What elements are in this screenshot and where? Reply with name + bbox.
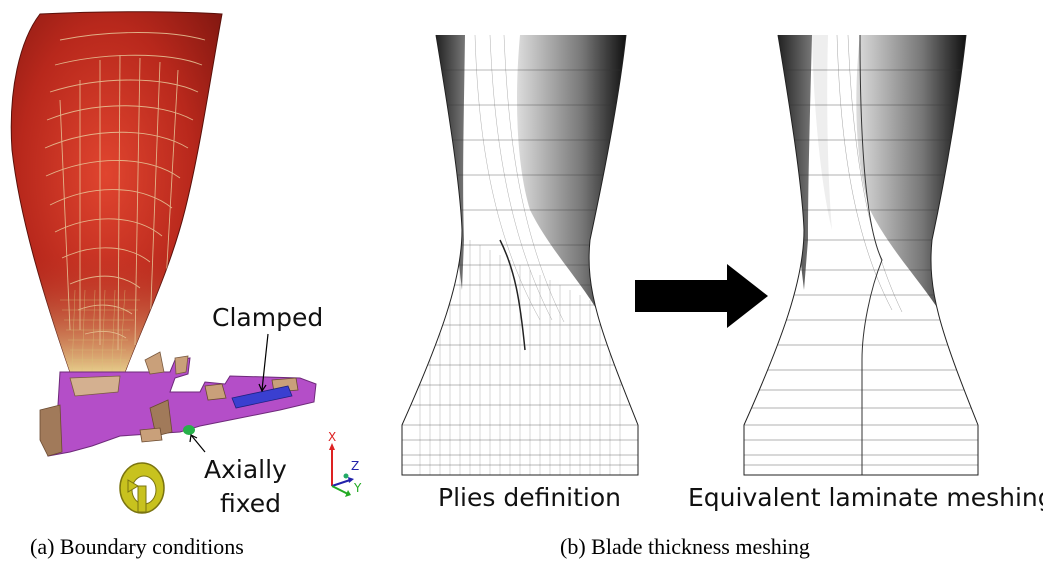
blade-airfoil <box>10 11 223 373</box>
equivalent-laminate-mesh <box>743 34 979 476</box>
axially-fixed-surface <box>183 425 195 435</box>
clamped-leader <box>261 333 269 391</box>
axis-x-label: X <box>328 430 336 444</box>
caption-a: (a) Boundary conditions <box>30 534 244 559</box>
blade-boundary-conditions-figure: X Z Y <box>10 11 362 514</box>
caption-b: (b) Blade thickness meshing <box>560 534 810 559</box>
equivalent-laminate-label: Equivalent laminate meshing <box>688 483 1043 512</box>
coordinate-triad-icon: X Z Y <box>328 430 362 497</box>
plies-definition-label: Plies definition <box>438 483 621 512</box>
fixed-label: fixed <box>220 489 282 518</box>
right-arrow-icon <box>635 264 768 328</box>
clamped-label: Clamped <box>212 303 324 332</box>
axis-y-label: Y <box>353 481 362 495</box>
rotation-arrow-icon <box>119 462 165 514</box>
clamped-surface <box>231 385 293 409</box>
axis-z-label: Z <box>351 459 359 473</box>
plies-definition-mesh <box>401 34 639 476</box>
fixed-leader <box>190 434 206 453</box>
blade-root <box>39 351 317 457</box>
axially-label: Axially <box>204 455 287 484</box>
